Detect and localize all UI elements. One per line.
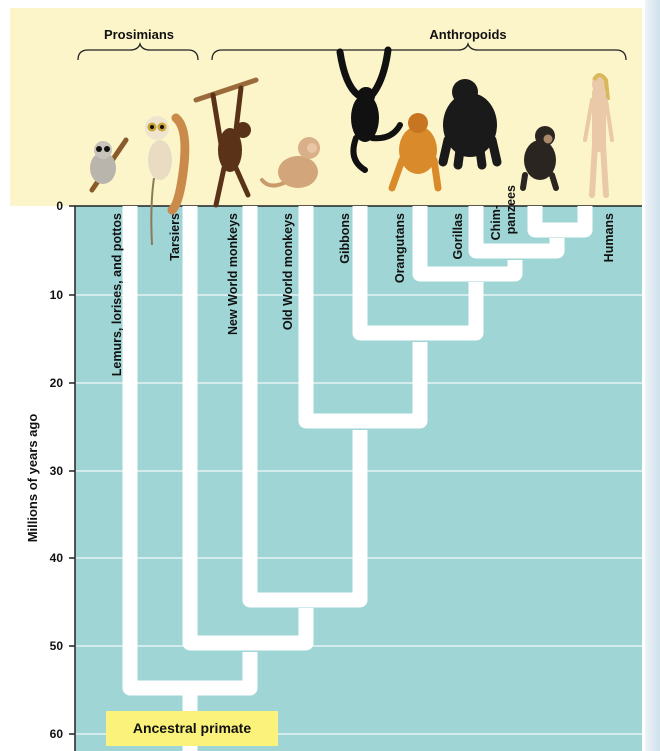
tick-label-30: 30 bbox=[50, 464, 64, 478]
taxon-label-new-world-monkeys: New World monkeys bbox=[226, 213, 240, 335]
group-label-anthropoids: Anthropoids bbox=[429, 27, 506, 42]
loris-icon bbox=[89, 137, 129, 193]
taxon-label-lemurs: Lemurs, lorises, and pottos bbox=[110, 213, 124, 376]
animal-illustrations bbox=[89, 46, 614, 246]
taxon-labels: Lemurs, lorises, and pottos Tarsiers New… bbox=[110, 185, 616, 376]
branch-chimpanzees bbox=[527, 206, 593, 238]
tick-label-20: 20 bbox=[50, 376, 64, 390]
branch-orangutans bbox=[412, 206, 523, 282]
orangutan-icon bbox=[388, 113, 442, 192]
spider-monkey-icon bbox=[193, 77, 259, 208]
chimpanzee-icon bbox=[520, 126, 559, 191]
branch-tarsiers bbox=[182, 206, 314, 651]
macaque-icon bbox=[260, 137, 320, 188]
axis-ticks bbox=[69, 205, 75, 735]
ancestral-primate-box bbox=[106, 711, 278, 746]
branch-old-world-monkeys bbox=[298, 206, 428, 429]
human-icon bbox=[583, 73, 614, 198]
tarsier-icon bbox=[145, 113, 190, 246]
gorilla-icon bbox=[438, 79, 502, 170]
branch-new-world-monkeys bbox=[242, 206, 368, 608]
tick-label-40: 40 bbox=[50, 551, 64, 565]
right-edge-strip bbox=[645, 0, 660, 751]
tick-label-0: 0 bbox=[56, 199, 63, 213]
taxon-label-chimpanzees-line2: panzees bbox=[504, 185, 518, 234]
tick-label-50: 50 bbox=[50, 639, 64, 653]
branch-gorillas bbox=[468, 206, 565, 259]
taxon-label-chimpanzees-line1: Chim- bbox=[489, 205, 503, 240]
taxon-label-orangutans: Orangutans bbox=[393, 213, 407, 283]
phylogenetic-tree bbox=[122, 206, 593, 751]
tick-label-10: 10 bbox=[50, 288, 64, 302]
anthropoids-bracket bbox=[211, 41, 627, 61]
primate-phylogeny-diagram: 0 10 20 30 40 50 60 Millions of years ag… bbox=[10, 8, 642, 751]
taxon-label-gibbons: Gibbons bbox=[338, 213, 352, 264]
prosimians-bracket bbox=[77, 41, 199, 61]
ancestral-primate-label: Ancestral primate bbox=[106, 711, 278, 746]
taxon-label-gorillas: Gorillas bbox=[451, 213, 465, 260]
gibbon-icon bbox=[336, 46, 403, 173]
group-label-prosimians: Prosimians bbox=[104, 27, 174, 42]
ancestral-primate-text: Ancestral primate bbox=[133, 720, 251, 736]
taxon-label-humans: Humans bbox=[602, 213, 616, 262]
branch-gibbons bbox=[352, 206, 484, 341]
axis-title: Millions of years ago bbox=[25, 414, 40, 543]
tick-label-60: 60 bbox=[50, 727, 64, 741]
taxon-label-tarsiers: Tarsiers bbox=[168, 213, 182, 261]
taxon-label-old-world-monkeys: Old World monkeys bbox=[281, 213, 295, 330]
